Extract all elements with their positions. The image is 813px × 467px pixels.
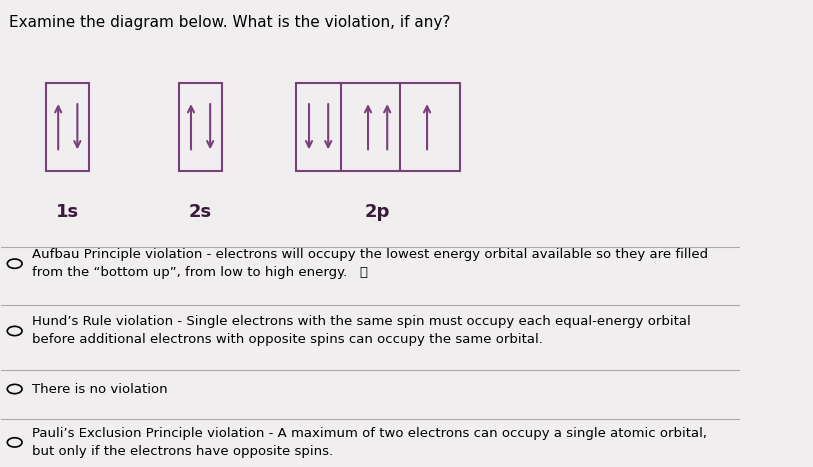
Text: 2s: 2s (189, 203, 212, 221)
Text: Pauli’s Exclusion Principle violation - A maximum of two electrons can occupy a : Pauli’s Exclusion Principle violation - … (33, 427, 707, 458)
Text: 1s: 1s (56, 203, 80, 221)
Text: 2p: 2p (365, 203, 390, 221)
Text: Aufbau Principle violation - electrons will occupy the lowest energy orbital ava: Aufbau Principle violation - electrons w… (33, 248, 708, 279)
Text: Hund’s Rule violation - Single electrons with the same spin must occupy each equ: Hund’s Rule violation - Single electrons… (33, 316, 691, 347)
Text: There is no violation: There is no violation (33, 382, 168, 396)
Text: Examine the diagram below. What is the violation, if any?: Examine the diagram below. What is the v… (9, 15, 450, 30)
